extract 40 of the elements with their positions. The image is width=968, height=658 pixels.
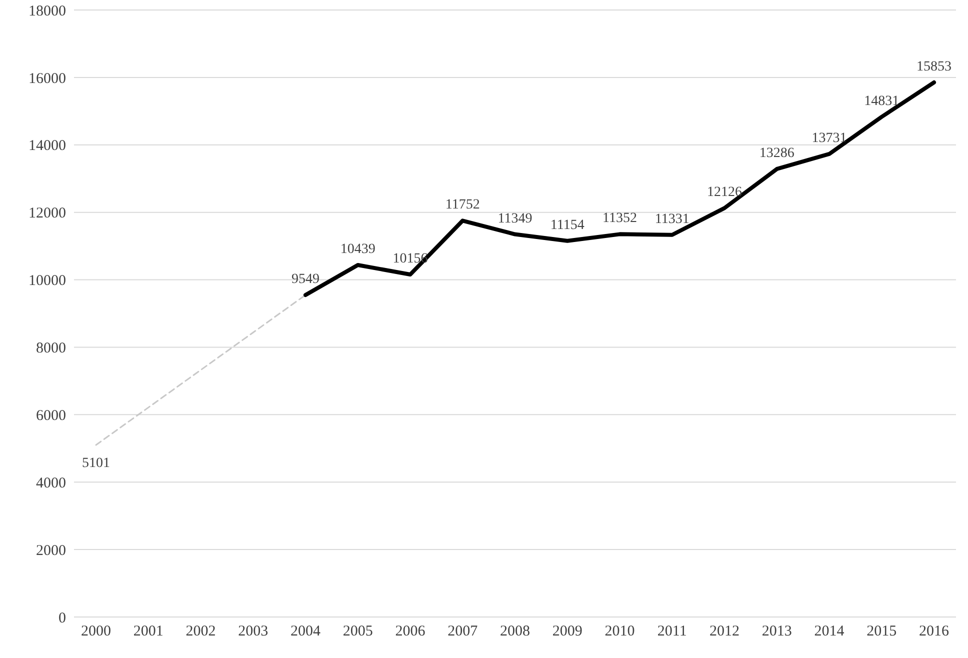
x-tick-label: 2012: [710, 624, 740, 640]
x-tick-label: 2015: [866, 624, 897, 640]
data-label: 15853: [916, 59, 952, 74]
y-tick-label: 0: [58, 610, 66, 626]
x-tick-label: 2009: [552, 624, 582, 640]
x-tick-label: 2004: [290, 624, 321, 640]
y-tick-label: 12000: [28, 206, 66, 222]
x-tick-label: 2010: [604, 624, 635, 640]
data-label: 11349: [498, 211, 532, 226]
x-tick-label: 2003: [238, 624, 268, 640]
y-tick-label: 2000: [36, 542, 66, 559]
data-label: 10439: [340, 242, 376, 257]
data-label: 14831: [864, 94, 900, 109]
x-tick-label: 2007: [448, 624, 478, 640]
x-tick-label: 2016: [919, 624, 950, 640]
y-tick-label: 10000: [28, 273, 66, 290]
data-label: 13286: [759, 146, 794, 161]
data-label: 13731: [812, 130, 847, 146]
y-tick-label: 4000: [36, 475, 66, 492]
y-tick-label: 14000: [28, 138, 66, 154]
data-label: 11154: [550, 218, 584, 233]
y-tick-label: 8000: [36, 340, 66, 357]
data-label: 9549: [292, 272, 320, 287]
x-tick-label: 2000: [81, 624, 111, 640]
data-label: 11352: [602, 211, 637, 226]
data-label: 11752: [445, 198, 480, 213]
y-tick-label: 6000: [36, 408, 66, 424]
x-tick-label: 2014: [814, 624, 845, 640]
y-tick-label: 18000: [28, 3, 66, 20]
y-tick-label: 16000: [28, 70, 66, 87]
x-tick-label: 2013: [762, 624, 792, 640]
data-label: 11331: [654, 212, 690, 227]
x-tick-label: 2002: [186, 624, 216, 640]
x-tick-label: 2011: [657, 624, 687, 640]
x-tick-label: 2005: [342, 624, 373, 640]
x-tick-label: 2006: [395, 624, 426, 640]
x-tick-label: 2001: [133, 624, 164, 640]
data-label: 12126: [707, 185, 742, 200]
x-tick-label: 2008: [500, 624, 530, 640]
data-label: 5101: [82, 456, 110, 471]
